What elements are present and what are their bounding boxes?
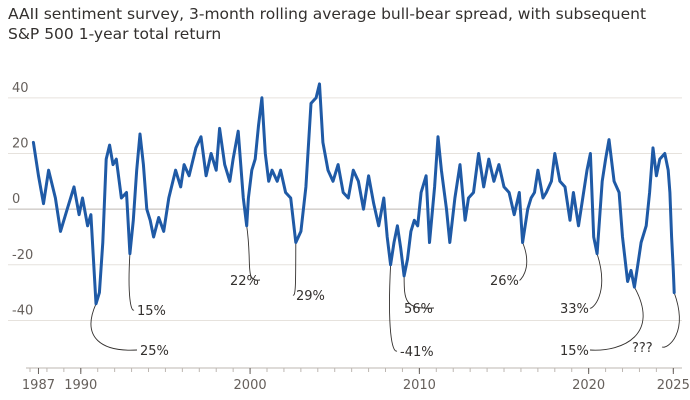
- chart-title: AAII sentiment survey, 3-month rolling a…: [8, 5, 647, 43]
- annotation-return-label: 15%: [137, 304, 166, 319]
- annotation-return-label: 26%: [490, 274, 519, 289]
- x-tick-label: 1990: [64, 378, 97, 393]
- annotation-connector: [589, 286, 644, 351]
- annotation-return-label: 33%: [560, 302, 589, 317]
- annotation-return-label: 15%: [560, 344, 589, 359]
- annotation-connector: [403, 275, 435, 309]
- x-tick-label: 1987: [22, 378, 55, 393]
- annotation-return-label: 25%: [140, 344, 169, 359]
- annotation-return-label: 56%: [404, 302, 433, 317]
- annotation-connector: [90, 303, 138, 351]
- annotation-return-label: 22%: [230, 274, 259, 289]
- y-tick-label: -20: [12, 248, 33, 263]
- x-tick-label: 2020: [572, 378, 605, 393]
- annotation-return-label: -41%: [400, 345, 434, 360]
- x-tick-label: 2010: [403, 378, 436, 393]
- y-tick-label: 40: [12, 81, 29, 96]
- y-tick-label: 0: [12, 192, 20, 207]
- annotation-connector: [519, 242, 528, 281]
- annotation-return-label: ???: [632, 341, 653, 356]
- annotation-connector: [661, 292, 680, 348]
- annotation-connector: [246, 225, 261, 281]
- x-tick-label: 2000: [234, 378, 267, 393]
- series-line: [31, 82, 676, 306]
- annotation-return-label: 29%: [296, 289, 325, 304]
- annotation-connector: [128, 253, 135, 311]
- annotation-connector: [589, 253, 603, 309]
- x-tick-label: 2025: [657, 378, 690, 393]
- annotation-connector: [389, 264, 398, 352]
- y-tick-label: 20: [12, 136, 29, 151]
- y-tick-label: -40: [12, 303, 33, 318]
- annotation-connector: [292, 242, 297, 296]
